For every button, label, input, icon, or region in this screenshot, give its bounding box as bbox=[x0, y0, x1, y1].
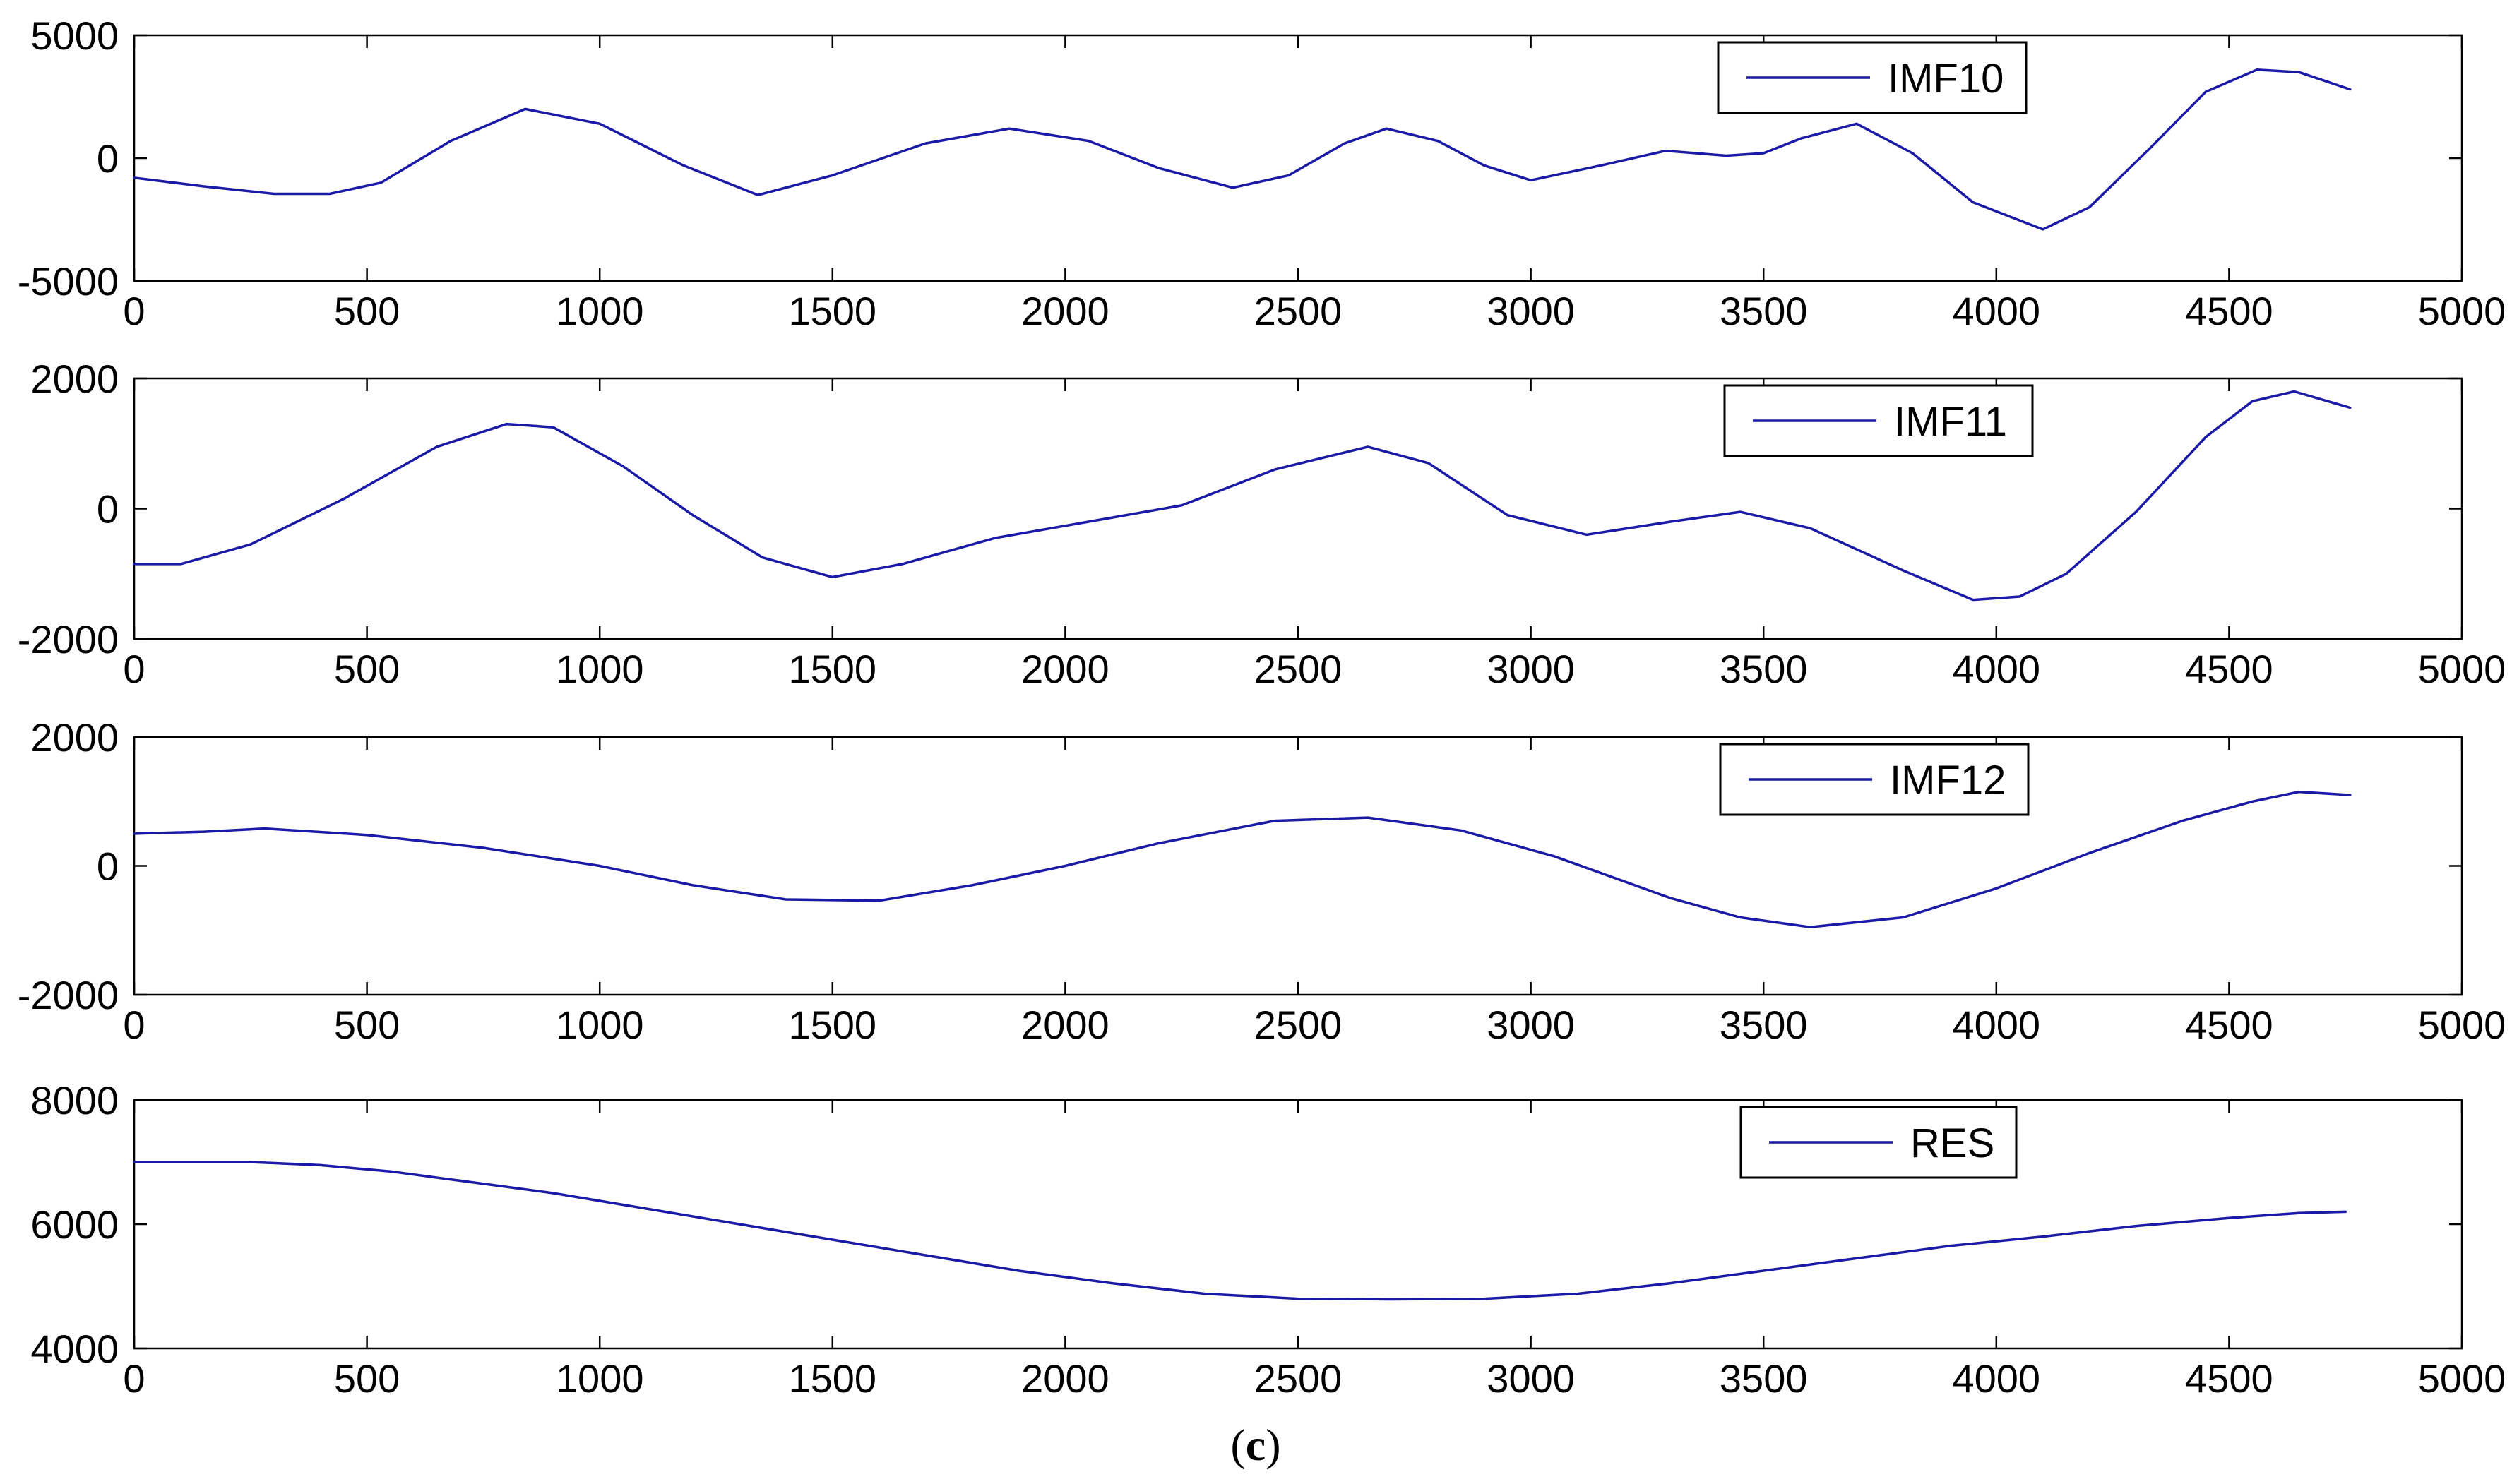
x-tick-label: 3500 bbox=[1720, 289, 1808, 333]
y-tick-label: 0 bbox=[97, 487, 119, 532]
x-tick-label: 5000 bbox=[2418, 289, 2506, 333]
x-tick-label: 2500 bbox=[1254, 1356, 1343, 1401]
y-tick-label: -2000 bbox=[18, 973, 119, 1017]
caption-close-paren: ) bbox=[1266, 1420, 1280, 1470]
subplot-3: 0 500 1000 1500 2000 2500 3000 3500 4000 4500 5000… bbox=[18, 715, 2506, 1047]
x-tick-label: 1000 bbox=[556, 1356, 644, 1401]
x-tick-label: 3000 bbox=[1487, 1003, 1575, 1047]
legend: IMF12 bbox=[1719, 743, 2030, 816]
x-tick-label: 2000 bbox=[1021, 1356, 1109, 1401]
legend: IMF10 bbox=[1717, 41, 2028, 114]
x-tick-label: 4000 bbox=[1953, 1003, 2041, 1047]
subplot-4: 0 500 1000 1500 2000 2500 3000 3500 4000 4500 5000… bbox=[30, 1078, 2506, 1401]
y-tick-label: 2000 bbox=[30, 357, 119, 401]
legend-label: IMF10 bbox=[1888, 56, 2004, 102]
x-tick-label: 1000 bbox=[556, 289, 644, 333]
x-tick-label: 1000 bbox=[556, 1003, 644, 1047]
x-tick-label: 500 bbox=[334, 647, 400, 691]
x-tick-label: 4000 bbox=[1953, 289, 2041, 333]
x-tick-label: 2000 bbox=[1021, 1003, 1109, 1047]
x-tick-label: 3500 bbox=[1720, 647, 1808, 691]
y-tick-label: 0 bbox=[97, 136, 119, 181]
y-tick-label: 4000 bbox=[30, 1327, 119, 1371]
y-tick-label: 2000 bbox=[30, 715, 119, 760]
x-tick-label: 500 bbox=[334, 289, 400, 333]
x-tick-label: 4500 bbox=[2185, 289, 2273, 333]
legend-label: IMF12 bbox=[1890, 758, 2006, 803]
x-tick-label: 2000 bbox=[1021, 289, 1109, 333]
caption-letter: c bbox=[1246, 1420, 1266, 1470]
x-tick-label: 2500 bbox=[1254, 289, 1343, 333]
x-tick-label: 3500 bbox=[1720, 1356, 1808, 1401]
series-line-imf11 bbox=[133, 390, 2352, 602]
x-tick-label: 4500 bbox=[2185, 1356, 2273, 1401]
x-tick-label: 0 bbox=[123, 1003, 145, 1047]
x-tick-label: 5000 bbox=[2418, 1356, 2506, 1401]
subplot-2: 0 500 1000 1500 2000 2500 3000 3500 4000 4500 5000… bbox=[18, 357, 2506, 691]
subplots: 0 500 1000 1500 2000 2500 3000 3500 4000 4500 5000… bbox=[18, 13, 2506, 1401]
subplot-1: 0 500 1000 1500 2000 2500 3000 3500 4000 4500 5000… bbox=[18, 13, 2506, 333]
y-tick-label: 0 bbox=[97, 844, 119, 889]
x-tick-label: 4000 bbox=[1953, 647, 2041, 691]
x-tick-label: 500 bbox=[334, 1356, 400, 1401]
x-tick-label: 1500 bbox=[789, 1003, 877, 1047]
legend: IMF11 bbox=[1723, 384, 2034, 457]
series-line-imf12 bbox=[133, 790, 2352, 928]
y-tick-label: 5000 bbox=[30, 13, 119, 58]
x-tick-label: 3000 bbox=[1487, 289, 1575, 333]
caption-open-paren: ( bbox=[1230, 1420, 1245, 1470]
x-tick-label: 1500 bbox=[789, 647, 877, 691]
x-tick-label: 4500 bbox=[2185, 1003, 2273, 1047]
y-tick-label: -5000 bbox=[18, 259, 119, 304]
legend: RES bbox=[1739, 1106, 2018, 1179]
x-tick-label: 0 bbox=[123, 647, 145, 691]
x-tick-label: 3000 bbox=[1487, 647, 1575, 691]
series-line-imf10 bbox=[133, 68, 2352, 231]
x-tick-label: 0 bbox=[123, 289, 145, 333]
legend-label: IMF11 bbox=[1894, 399, 2007, 445]
x-tick-label: 3000 bbox=[1487, 1356, 1575, 1401]
y-tick-label: 8000 bbox=[30, 1078, 119, 1123]
x-tick-label: 0 bbox=[123, 1356, 145, 1401]
x-tick-label: 4500 bbox=[2185, 647, 2273, 691]
x-tick-label: 5000 bbox=[2418, 1003, 2506, 1047]
series-line-res bbox=[133, 1161, 2347, 1301]
figure-caption: (c) bbox=[1230, 1420, 1280, 1470]
x-tick-label: 1000 bbox=[556, 647, 644, 691]
x-tick-label: 4000 bbox=[1953, 1356, 2041, 1401]
x-tick-label: 2500 bbox=[1254, 647, 1343, 691]
x-tick-label: 1500 bbox=[789, 1356, 877, 1401]
x-tick-label: 1500 bbox=[789, 289, 877, 333]
legend-label: RES bbox=[1910, 1120, 1994, 1166]
x-tick-label: 500 bbox=[334, 1003, 400, 1047]
x-tick-label: 2000 bbox=[1021, 647, 1109, 691]
y-tick-label: 6000 bbox=[30, 1202, 119, 1247]
y-tick-label: -2000 bbox=[18, 617, 119, 662]
x-tick-label: 3500 bbox=[1720, 1003, 1808, 1047]
x-tick-label: 2500 bbox=[1254, 1003, 1343, 1047]
x-tick-label: 5000 bbox=[2418, 647, 2506, 691]
